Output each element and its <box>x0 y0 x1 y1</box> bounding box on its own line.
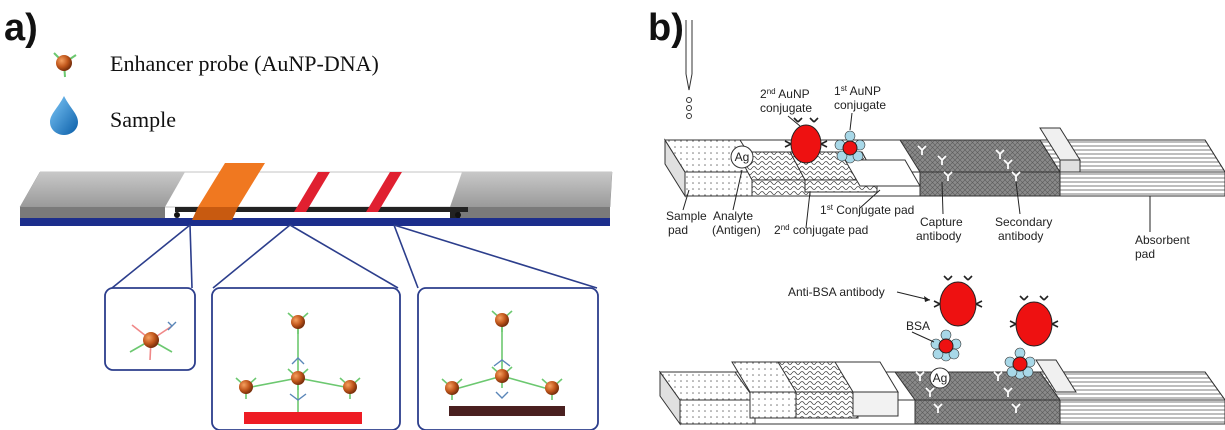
captured-complex-icon <box>1004 295 1059 380</box>
sample-pad <box>20 172 185 207</box>
sample-pad-label-1: Sample <box>666 209 707 223</box>
test-line <box>294 172 330 212</box>
secondary-antibody-label-1: Secondary <box>995 215 1052 229</box>
pipette-icon <box>685 20 693 119</box>
bsa-label: BSA <box>906 319 930 333</box>
sample-pad-label-2: pad <box>668 223 688 237</box>
second-conjugate-pad-label: 2nd conjugate pad <box>774 223 868 237</box>
second-aunp-label-2: conjugate <box>760 101 812 115</box>
capture-antibody-label-1: Capture <box>920 215 963 229</box>
anti-bsa-aunp-icon <box>933 275 983 327</box>
panel-a: a) Enhancer probe (AuNP-DNA) Sample <box>4 7 613 430</box>
bottom-antibody-icons <box>915 371 1021 413</box>
legend-probe-icon <box>53 52 77 78</box>
first-conjugate-pad-label: 1st Conjugate pad <box>820 203 914 217</box>
capture-antibody-icons <box>917 145 953 181</box>
ag-label-bottom: Ag <box>933 371 948 385</box>
first-aunp-label-1: 1st AuNP <box>834 84 881 98</box>
absorbent-pad-label-2: pad <box>1135 247 1155 261</box>
second-aunp-conjugate-icon <box>784 117 828 164</box>
inset-free-probe <box>104 287 196 371</box>
lateral-flow-strip <box>19 163 613 226</box>
panel-a-letter: a) <box>4 7 38 49</box>
secondary-antibody-label-2: antibody <box>998 229 1043 243</box>
inset-test-line <box>211 287 401 430</box>
legend-sample-label: Sample <box>110 107 176 132</box>
conjugate-pad <box>198 163 265 207</box>
callouts-b <box>682 169 1151 232</box>
first-aunp-conjugate-icon <box>834 130 866 164</box>
water-drop-icon <box>50 96 78 135</box>
second-aunp-label-1: 2nd AuNP <box>760 87 810 101</box>
absorbent-pad-label-1: Absorbent <box>1135 233 1190 247</box>
absorbent-pad <box>450 172 612 207</box>
analyte-label-2: (Antigen) <box>712 223 761 237</box>
secondary-antibody-icons <box>995 149 1021 181</box>
analyte-antigen-icon-bottom <box>929 367 951 389</box>
first-aunp-label-2: conjugate <box>834 98 886 112</box>
analyte-antigen-icon <box>730 145 754 169</box>
panel-b-letter: b) <box>648 7 684 49</box>
absorbent-pad-b <box>1039 139 1225 173</box>
callout-lines <box>111 224 598 289</box>
ag-label-top: Ag <box>735 150 750 164</box>
top-strip <box>664 127 1225 198</box>
signal-bar-dark <box>449 406 565 416</box>
inset-control-line <box>417 287 599 430</box>
legend-probe-label: Enhancer probe (AuNP-DNA) <box>110 51 379 76</box>
panel-b: b) <box>648 7 1225 426</box>
bsa-aunp-icon <box>930 329 962 362</box>
analyte-label-1: Analyte <box>713 209 753 223</box>
anti-bsa-label: Anti-BSA antibody <box>788 285 885 299</box>
signal-bar-red <box>244 412 362 424</box>
strip-base-front <box>20 218 610 226</box>
capture-antibody-label-2: antibody <box>916 229 961 243</box>
control-line <box>366 172 402 212</box>
